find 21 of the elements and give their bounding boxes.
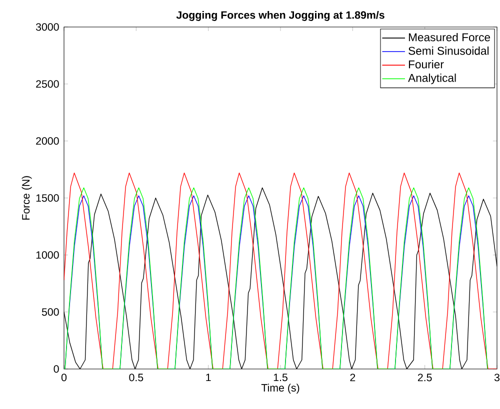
x-tick-label: 1 [206, 374, 211, 382]
x-tick-label: 0.5 [129, 374, 144, 382]
y-tick-label: 500 [42, 308, 59, 316]
x-axis-title: Time (s) [261, 384, 300, 394]
y-tick-label: 1000 [36, 251, 59, 259]
y-tick-label: 2500 [36, 80, 59, 88]
chart-title: Jogging Forces when Jogging at 1.89m/s [176, 10, 384, 21]
legend-label: Analytical [408, 74, 456, 84]
x-tick-label: 1.5 [274, 374, 288, 382]
y-tick-label: 2000 [36, 137, 59, 145]
x-tick-label: 0 [61, 374, 67, 382]
x-tick-label: 2 [350, 374, 356, 382]
legend-label: Fourier [408, 60, 444, 68]
x-tick-label: 2.5 [418, 374, 432, 382]
legend-label: Semi Sinusoidal [408, 46, 489, 55]
y-axis-title: Force (N) [22, 176, 32, 220]
x-tick-label: 3 [494, 374, 500, 382]
y-tick-label: 1500 [36, 194, 59, 202]
legend-label: Measured Force [408, 32, 490, 42]
y-tick-label: 0 [54, 365, 59, 373]
y-tick-label: 3000 [36, 23, 59, 31]
